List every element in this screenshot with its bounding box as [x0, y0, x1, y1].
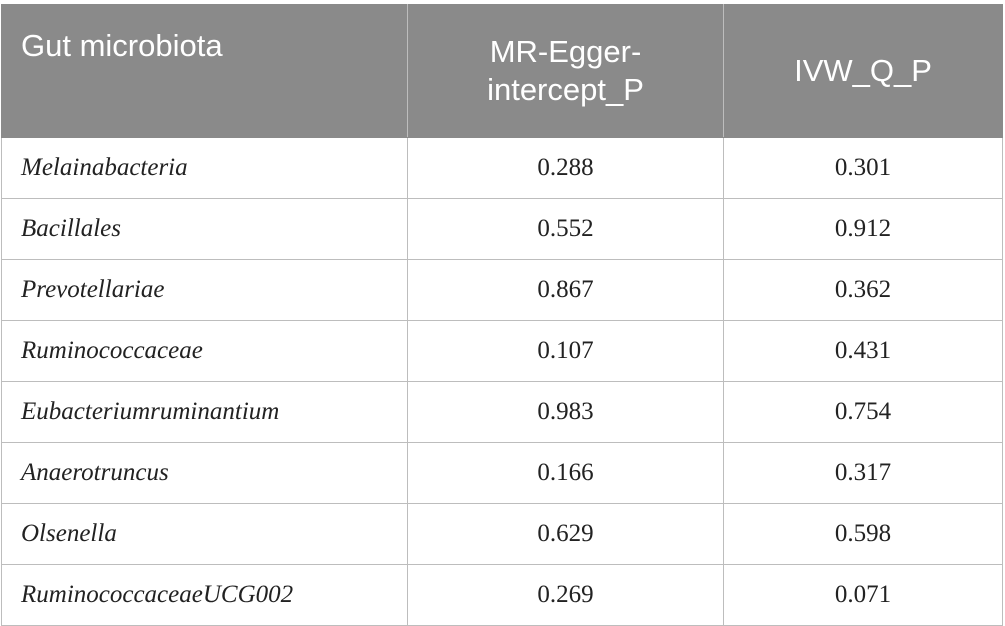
cell-microbiota-name: Anaerotruncus — [1, 442, 408, 504]
header-row: Gut microbiota MR-Egger- intercept_P IVW… — [1, 4, 1003, 138]
table-row: Prevotellariae 0.867 0.362 — [1, 259, 1003, 321]
header-gut-microbiota: Gut microbiota — [1, 4, 408, 138]
results-table: Gut microbiota MR-Egger- intercept_P IVW… — [1, 4, 1003, 626]
cell-ivw-p: 0.301 — [723, 137, 1003, 199]
table-row: Olsenella 0.629 0.598 — [1, 503, 1003, 565]
cell-microbiota-name: Bacillales — [1, 198, 408, 260]
cell-egger-p: 0.983 — [407, 381, 724, 443]
cell-microbiota-name: Olsenella — [1, 503, 408, 565]
table-row: Bacillales 0.552 0.912 — [1, 198, 1003, 260]
cell-egger-p: 0.867 — [407, 259, 724, 321]
cell-ivw-p: 0.912 — [723, 198, 1003, 260]
cell-egger-p: 0.629 — [407, 503, 724, 565]
cell-egger-p: 0.166 — [407, 442, 724, 504]
table-row: Ruminococcaceae 0.107 0.431 — [1, 320, 1003, 382]
table-row: Anaerotruncus 0.166 0.317 — [1, 442, 1003, 504]
cell-microbiota-name: Prevotellariae — [1, 259, 408, 321]
cell-egger-p: 0.107 — [407, 320, 724, 382]
cell-microbiota-name: RuminococcaceaeUCG002 — [1, 564, 408, 626]
header-egger-line1: MR-Egger- — [489, 34, 642, 69]
table-row: Melainabacteria 0.288 0.301 — [1, 137, 1003, 199]
cell-ivw-p: 0.754 — [723, 381, 1003, 443]
header-mr-egger-intercept-p: MR-Egger- intercept_P — [407, 4, 724, 138]
header-egger-line2: intercept_P — [487, 72, 644, 107]
table-body: Melainabacteria 0.288 0.301 Bacillales 0… — [1, 137, 1003, 626]
cell-ivw-p: 0.071 — [723, 564, 1003, 626]
cell-ivw-p: 0.431 — [723, 320, 1003, 382]
cell-ivw-p: 0.317 — [723, 442, 1003, 504]
table-row: RuminococcaceaeUCG002 0.269 0.071 — [1, 564, 1003, 626]
cell-microbiota-name: Ruminococcaceae — [1, 320, 408, 382]
cell-egger-p: 0.552 — [407, 198, 724, 260]
cell-egger-p: 0.269 — [407, 564, 724, 626]
header-ivw-q-p: IVW_Q_P — [723, 4, 1003, 138]
table-row: Eubacteriumruminantium 0.983 0.754 — [1, 381, 1003, 443]
table-header: Gut microbiota MR-Egger- intercept_P IVW… — [1, 4, 1003, 138]
cell-ivw-p: 0.598 — [723, 503, 1003, 565]
cell-egger-p: 0.288 — [407, 137, 724, 199]
cell-microbiota-name: Melainabacteria — [1, 137, 408, 199]
cell-microbiota-name: Eubacteriumruminantium — [1, 381, 408, 443]
cell-ivw-p: 0.362 — [723, 259, 1003, 321]
